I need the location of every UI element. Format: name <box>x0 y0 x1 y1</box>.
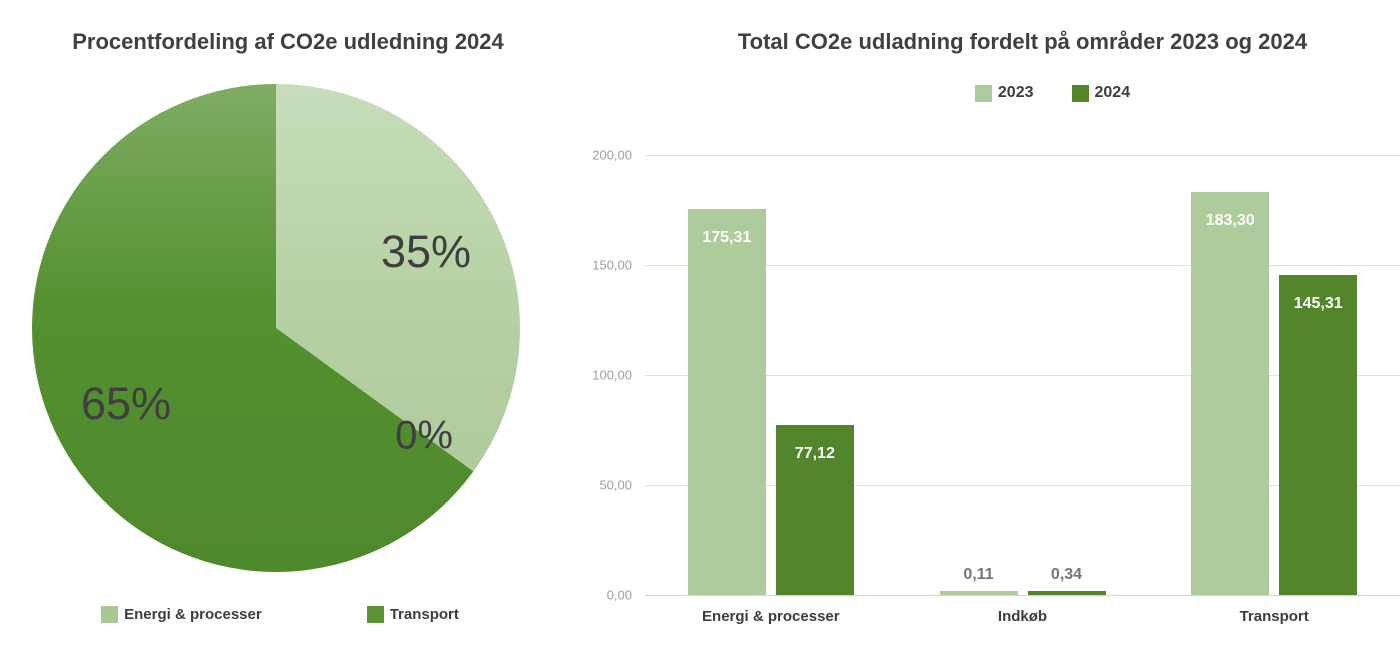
bar-2024-transport: 145,31 <box>1279 275 1358 595</box>
bar-chart-title: Total CO2e udladning fordelt på områder … <box>737 29 1308 54</box>
y-axis-tick-label: 0,00 <box>606 587 632 603</box>
gridline <box>645 375 1400 376</box>
bar-groups: 175,31 77,12 0,11 0,34 183,30 145,31 <box>645 155 1400 595</box>
legend-item-2023: 2023 <box>974 84 1034 102</box>
bar-group-2: 0,11 0,34 <box>897 155 1149 595</box>
y-axis-tick-label: 50,00 <box>599 477 632 493</box>
legend-item-energi-processer: Energi & processer <box>101 606 262 623</box>
category-label: Transport <box>1239 608 1309 625</box>
bar-chart-legend: 2023 2024 <box>675 84 1400 102</box>
x-axis-category-labels: Energi & processer Indkøb Transport <box>645 608 1400 625</box>
gridline <box>645 155 1400 156</box>
legend-item-2024: 2024 <box>1071 84 1131 102</box>
pie-chart-section: Procentfordeling af CO2e udledning 2024 … <box>0 0 560 649</box>
pie-legend: Energi & processer Transport <box>0 606 560 623</box>
bar-value-label: 77,12 <box>794 445 835 463</box>
gridline <box>645 595 1400 596</box>
bar-chart-plot: 175,31 77,12 0,11 0,34 183,30 145,31 <box>645 155 1400 596</box>
pie-slice-label: 0% <box>395 413 453 458</box>
y-axis-tick-label: 100,00 <box>592 367 632 383</box>
pie-slice-label: 35% <box>380 225 472 277</box>
bar-2024-indk-b: 0,34 <box>1027 566 1106 595</box>
bar-value-label: 175,31 <box>702 229 752 247</box>
legend-label: 2023 <box>997 84 1034 101</box>
pie-chart-title: Procentfordeling af CO2e udledning 2024 <box>72 29 504 54</box>
legend-swatch <box>101 606 119 623</box>
gridline <box>645 485 1400 486</box>
bar-group-1: 175,31 77,12 <box>645 155 897 595</box>
bar-2024-energi-processer: 77,12 <box>775 425 854 595</box>
bar-2023-transport: 183,30 <box>1191 191 1270 595</box>
legend-swatch <box>1071 84 1089 102</box>
category-label: Energi & processer <box>702 608 840 625</box>
legend-swatch <box>366 606 384 623</box>
y-axis-tick-label: 150,00 <box>592 257 632 273</box>
pie-chart: 35% 0% 65% <box>32 84 520 572</box>
legend-swatch <box>974 84 992 102</box>
bar-value-label: 0,34 <box>1050 566 1083 583</box>
legend-label: Energi & processer <box>124 606 262 623</box>
gridline <box>645 265 1400 266</box>
bar-value-label: 183,30 <box>1205 211 1255 229</box>
y-axis: 0,00 50,00 100,00 150,00 200,00 <box>560 148 632 603</box>
legend-label: 2024 <box>1094 84 1131 101</box>
bar-2023-indk-b: 0,11 <box>939 566 1018 595</box>
bar-chart-section: Total CO2e udladning fordelt på områder … <box>560 0 1400 649</box>
category-label: Indkøb <box>997 608 1048 625</box>
pie-slice-label: 65% <box>80 378 172 430</box>
y-axis-tick-label: 200,00 <box>592 147 632 163</box>
legend-item-transport: Transport <box>366 606 459 623</box>
bar-group-3: 183,30 145,31 <box>1148 155 1400 595</box>
bar-2023-energi-processer: 175,31 <box>687 209 766 595</box>
legend-label: Transport <box>389 606 459 623</box>
bar-value-label: 145,31 <box>1293 295 1343 313</box>
bar-value-label: 0,11 <box>963 566 994 583</box>
